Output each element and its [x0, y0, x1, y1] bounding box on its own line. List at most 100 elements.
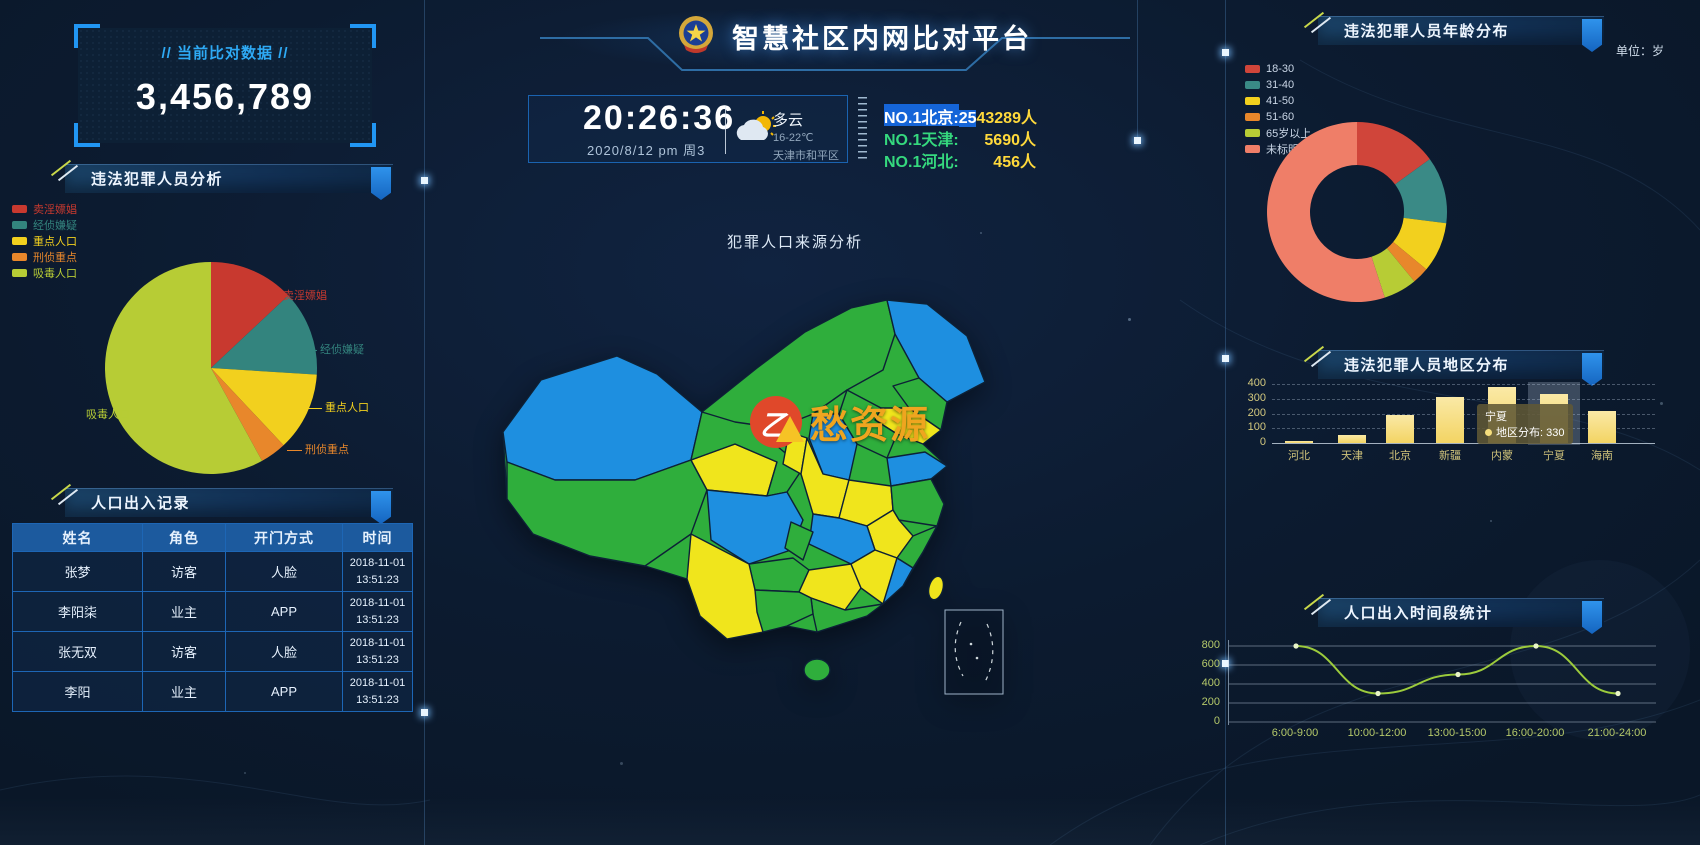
- panel-title: 人口出入时间段统计: [1344, 605, 1493, 622]
- x-category-label: 内蒙: [1491, 450, 1513, 462]
- rank-value-highlight: 25: [958, 110, 977, 127]
- rank-label: NO.1北京:: [884, 104, 959, 127]
- data-point-10:00-12:00[interactable]: [1375, 690, 1381, 697]
- table-row: 李阳 业主 APP 2018-11-01 13:51:23: [12, 671, 413, 712]
- x-category-label: 6:00-9:00: [1271, 727, 1319, 739]
- legend-swatch: [1245, 81, 1260, 89]
- rank-label: NO.1河北:: [884, 154, 959, 171]
- data-point-13:00-15:00[interactable]: [1455, 671, 1461, 678]
- province-taiwan[interactable]: [926, 575, 946, 602]
- separator: [725, 106, 726, 154]
- watermark-circle-icon: 乙: [750, 395, 804, 448]
- timeline-categories: 6:00-9:00 10:00-12:00 13:00-15:00 16:00-20:…: [1228, 727, 1658, 741]
- x-category-label: 天津: [1341, 450, 1363, 462]
- page-title: 智慧社区内网比对平台: [732, 24, 1032, 54]
- slice-18-30[interactable]: [1357, 122, 1430, 185]
- province-shandong[interactable]: [886, 451, 948, 487]
- province-guizhou[interactable]: [748, 557, 810, 593]
- table-row: 张梦 访客 人脸 2018-11-01 13:51:23: [12, 551, 413, 592]
- weather-condition: 多云: [773, 112, 804, 129]
- province-fujian[interactable]: [882, 557, 914, 605]
- china-map[interactable]: [495, 292, 1065, 707]
- current-comparison-box: // 当前比对数据 // 3,456,789: [74, 24, 376, 147]
- legend-item-刑侦重点[interactable]: 刑侦重点: [12, 249, 77, 265]
- legend-item-41-50[interactable]: 41-50: [1245, 93, 1311, 109]
- province-guangxi[interactable]: [754, 589, 814, 633]
- line-series[interactable]: [1295, 644, 1619, 695]
- slice-吸毒人口[interactable]: [105, 262, 263, 474]
- data-point-21:00-24:00[interactable]: [1615, 690, 1621, 697]
- rank-row-hebei: NO.1河北: 456人: [884, 148, 1036, 171]
- legend-item-18-30[interactable]: 18-30: [1245, 61, 1311, 77]
- legend-item-51-60[interactable]: 51-60: [1245, 109, 1311, 125]
- x-category-label: 16:00-20:00: [1505, 727, 1565, 739]
- legend-label: 卖淫嫖娼: [33, 204, 77, 216]
- region-bar-chart[interactable]: [1272, 382, 1655, 445]
- legend-label: 41-50: [1266, 95, 1295, 107]
- legend-item-31-40[interactable]: 31-40: [1245, 77, 1311, 93]
- cell-name: 张无双: [12, 631, 143, 672]
- sparkle-dot: [244, 772, 246, 774]
- table-row: 张无双 访客 人脸 2018-11-01 13:51:23: [12, 631, 413, 672]
- slice-重点人口[interactable]: [211, 368, 317, 446]
- legend-item-卖淫嫖娼[interactable]: 卖淫嫖娼: [12, 201, 77, 217]
- panel-title: 违法犯罪人员地区分布: [1344, 357, 1510, 374]
- data-point-6:00-9:00[interactable]: [1293, 643, 1299, 649]
- corner-bracket: [74, 123, 100, 147]
- slice-刑侦重点[interactable]: [211, 368, 284, 461]
- timeline-line-chart[interactable]: [1229, 640, 1659, 725]
- legend-swatch: [1245, 65, 1260, 73]
- legend-label: 65岁以上: [1266, 128, 1312, 140]
- legend-item-经侦嫌疑[interactable]: 经侦嫌疑: [12, 217, 77, 233]
- province-yunnan[interactable]: [686, 533, 764, 640]
- slice-未标明[interactable]: [1267, 122, 1385, 302]
- slice-51-60[interactable]: [1386, 241, 1427, 282]
- legend-item-重点人口[interactable]: 重点人口: [12, 233, 77, 249]
- data-point-16:00-20:00[interactable]: [1533, 643, 1539, 649]
- bar-新疆[interactable]: [1436, 397, 1464, 443]
- divider-right: [1225, 0, 1226, 845]
- bar-北京[interactable]: [1386, 414, 1414, 443]
- slice-65岁以上[interactable]: [1371, 248, 1415, 298]
- slice-卖淫嫖娼[interactable]: [211, 262, 289, 368]
- sparkle-dot: [620, 762, 623, 765]
- divider-left: [424, 0, 425, 845]
- slice-41-50[interactable]: [1393, 217, 1447, 270]
- divider-node: [1222, 49, 1229, 56]
- province-heilongjiang[interactable]: [886, 299, 986, 403]
- rank-value: 456人: [993, 154, 1036, 171]
- bar-河北[interactable]: [1285, 441, 1313, 443]
- age-donut-chart[interactable]: [1262, 117, 1452, 307]
- province-zhejiang[interactable]: [896, 525, 938, 569]
- table-row: 李阳柒 业主 APP 2018-11-01 13:51:23: [12, 591, 413, 632]
- slice-31-40[interactable]: [1395, 159, 1447, 224]
- province-chongqing[interactable]: [784, 521, 814, 561]
- bar-天津[interactable]: [1338, 434, 1366, 443]
- dashed-ruler-decoration: [858, 97, 867, 163]
- province-jilin[interactable]: [892, 377, 948, 431]
- panel-header-records: 人口出入记录: [65, 488, 393, 524]
- y-tick-label: 300: [1247, 391, 1266, 404]
- bar-海南[interactable]: [1588, 410, 1616, 443]
- legend-swatch: [1245, 113, 1260, 121]
- crime-type-pie-chart[interactable]: [96, 256, 326, 486]
- divider-node: [421, 177, 428, 184]
- province-hainan[interactable]: [803, 658, 831, 682]
- clock-weather-box: 20:26:36 2020/8/12 pm 周3 多云 16-22℃ 天津市和平…: [528, 95, 848, 163]
- slice-经侦嫌疑[interactable]: [211, 295, 317, 375]
- legend-item-吸毒人口[interactable]: 吸毒人口: [12, 265, 77, 281]
- watermark-triangle-icon: [776, 415, 804, 442]
- legend-swatch: [1245, 129, 1260, 137]
- corner-bracket: [350, 24, 376, 48]
- ribbon-decoration: [1582, 601, 1602, 634]
- legend-item-65岁以上[interactable]: 65岁以上: [1245, 125, 1311, 141]
- cell-name: 李阳柒: [12, 591, 143, 632]
- panel-header-age: 违法犯罪人员年龄分布: [1318, 16, 1604, 52]
- legend-label: 刑侦重点: [33, 252, 77, 264]
- province-xinjiang[interactable]: [502, 355, 703, 481]
- tooltip-text: 地区分布: 330: [1496, 427, 1565, 439]
- legend-swatch: [12, 221, 27, 229]
- region-bar-categories: 河北 天津 北京 新疆 内蒙 宁夏 海南: [1272, 447, 1655, 462]
- ribbon-decoration: [1582, 353, 1602, 386]
- sparkle-dot: [1490, 520, 1492, 522]
